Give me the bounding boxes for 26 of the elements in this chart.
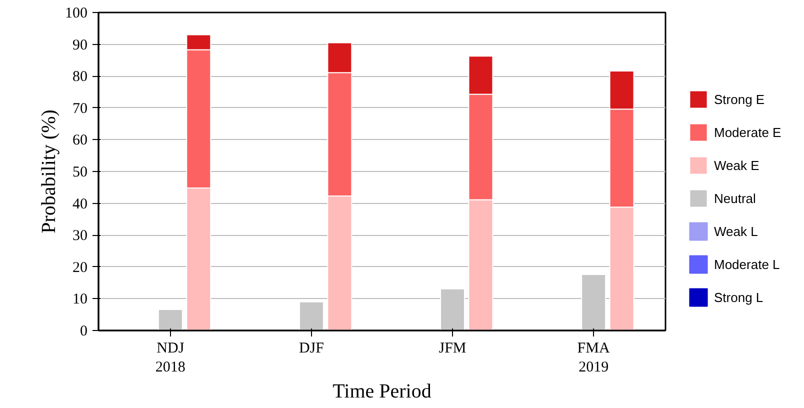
y-axis-title: Probability (%) (38, 110, 60, 234)
bar (158, 309, 183, 330)
x-axis-title: Time Period (332, 380, 432, 403)
legend-label: Moderate L (714, 256, 780, 274)
legend-label: Neutral (714, 190, 756, 208)
bar (298, 301, 324, 330)
legend-label: Weak E (714, 156, 760, 174)
y-tick-label: 50 (72, 164, 88, 180)
y-tick-label: 80 (72, 69, 88, 86)
y-tick-label: 10 (72, 292, 88, 308)
y-tick-label: 60 (72, 132, 88, 149)
y-tick-label: 20 (72, 260, 88, 276)
x-tick-label: JFM (438, 340, 466, 356)
x-tick-label: DJF (298, 340, 324, 356)
legend-label: Strong L (714, 288, 764, 307)
y-tick-label: 0 (80, 324, 88, 340)
legend-label: Strong E (714, 90, 765, 109)
legend-label: Moderate E (714, 124, 782, 142)
x-tick-label: FMA 2019 (577, 340, 610, 376)
y-tick-label: 100 (65, 6, 88, 22)
y-tick-label: 30 (72, 228, 88, 244)
x-tick-label: NDJ 2018 (155, 340, 186, 376)
y-tick-label: 70 (72, 100, 88, 117)
y-tick-label: 90 (72, 37, 88, 54)
legend-label: Weak L (714, 222, 758, 240)
y-tick-label: 40 (72, 196, 88, 212)
